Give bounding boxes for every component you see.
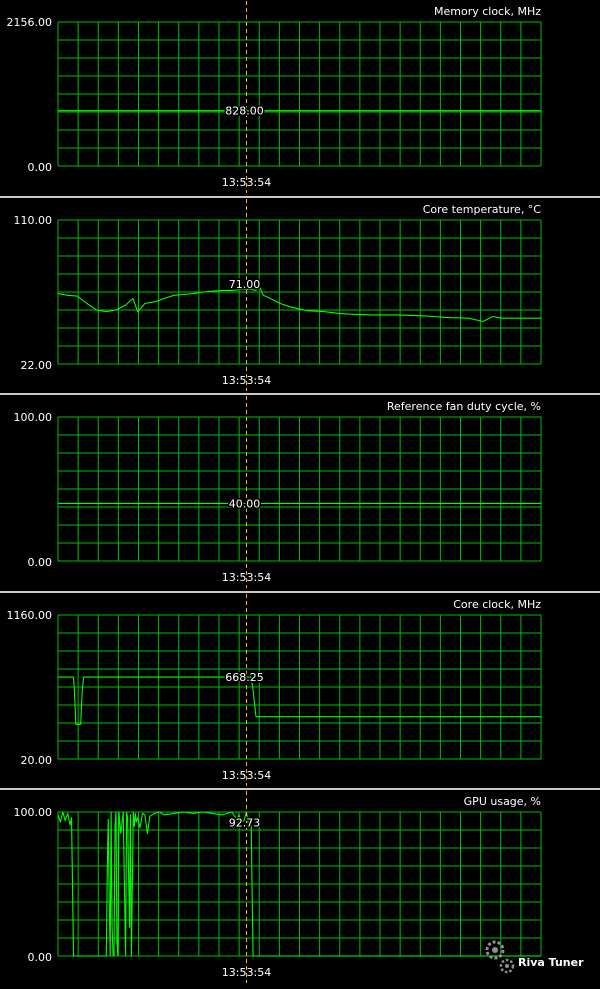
ymax-label-fan-duty-cycle: 100.00	[14, 411, 53, 424]
panel-core-clock: Core clock, MHz 1160.00 20.00 668.25 13:…	[7, 594, 542, 786]
ymax-label-gpu-usage: 100.00	[14, 806, 53, 819]
series-core-clock	[58, 676, 541, 725]
ymin-label-memory-clock: 0.00	[28, 161, 53, 174]
ymax-label-memory-clock: 2156.00	[7, 16, 53, 29]
panel-core-temperature: Core temperature, °C 110.00 22.00 71.00 …	[14, 199, 542, 391]
cursor-time-fan-duty-cycle: 13:53:54	[222, 571, 271, 584]
rivatuner-logo: Riva Tuner	[485, 940, 584, 974]
gear-icon	[485, 940, 515, 974]
cursor-value-core-clock: 668.25	[225, 671, 264, 684]
cursor-value-core-temperature: 71.00	[229, 278, 261, 291]
ymax-label-core-clock: 1160.00	[7, 609, 53, 622]
series-gpu-usage	[57, 811, 541, 957]
ymin-label-core-temperature: 22.00	[21, 359, 53, 372]
cursor-value-memory-clock: 828.00	[225, 105, 264, 118]
title-memory-clock: Memory clock, MHz	[434, 5, 541, 18]
cursor-time-memory-clock: 13:53:54	[222, 176, 271, 189]
title-fan-duty-cycle: Reference fan duty cycle, %	[387, 400, 541, 413]
logo-text: Riva Tuner	[518, 956, 584, 969]
ymin-label-fan-duty-cycle: 0.00	[28, 556, 53, 569]
grid-core-temperature	[57, 219, 542, 365]
panel-fan-duty-cycle: Reference fan duty cycle, % 100.00 0.00 …	[14, 396, 542, 588]
cursor-time-gpu-usage: 13:53:54	[222, 966, 271, 979]
panel-separator	[0, 591, 600, 593]
title-gpu-usage: GPU usage, %	[464, 795, 541, 808]
ymin-label-gpu-usage: 0.00	[28, 951, 53, 964]
series-core-temperature	[57, 283, 541, 323]
panel-gpu-usage: GPU usage, % 100.00 0.00 92.73 13:53:54	[14, 791, 542, 983]
cursor-time-core-clock: 13:53:54	[222, 769, 271, 782]
ymin-label-core-clock: 20.00	[21, 754, 53, 767]
grid-memory-clock	[57, 21, 542, 167]
grid-core-clock	[57, 614, 542, 760]
title-core-temperature: Core temperature, °C	[423, 203, 542, 216]
grid-fan-duty-cycle	[57, 416, 542, 562]
cursor-value-fan-duty-cycle: 40.00	[229, 497, 261, 510]
cursor-value-gpu-usage: 92.73	[229, 816, 261, 829]
panel-separator	[0, 393, 600, 395]
ymax-label-core-temperature: 110.00	[14, 214, 53, 227]
cursor-time-core-temperature: 13:53:54	[222, 374, 271, 387]
panel-separator	[0, 196, 600, 198]
panel-separator	[0, 788, 600, 790]
panel-memory-clock: Memory clock, MHz 2156.00 0.00 828.00 13…	[7, 1, 542, 193]
title-core-clock: Core clock, MHz	[453, 598, 541, 611]
